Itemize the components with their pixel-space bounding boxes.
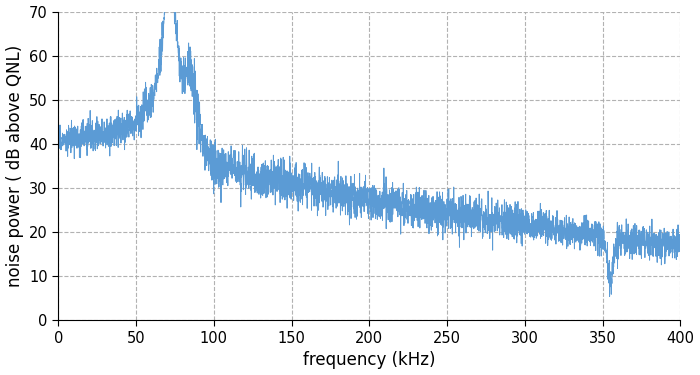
X-axis label: frequency (kHz): frequency (kHz) bbox=[303, 351, 435, 369]
Y-axis label: noise power ( dB above QNL): noise power ( dB above QNL) bbox=[6, 45, 24, 287]
